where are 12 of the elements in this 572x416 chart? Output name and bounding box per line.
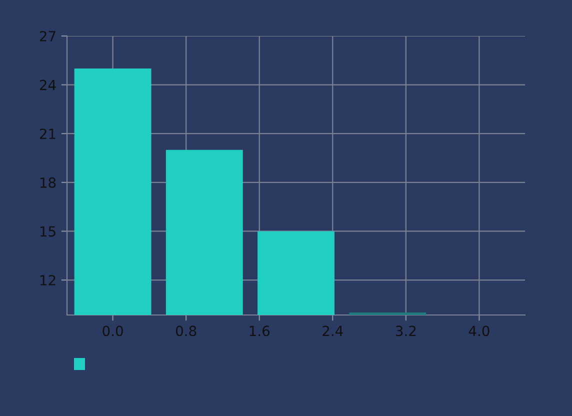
x-tick-label: 3.2 bbox=[396, 326, 416, 336]
y-tick-label: 18 bbox=[40, 177, 56, 188]
x-tick-label: 2.4 bbox=[322, 326, 343, 336]
y-tick-label: 27 bbox=[40, 30, 56, 42]
x-tick-label: 0.8 bbox=[176, 326, 196, 336]
y-tick-label: 12 bbox=[40, 274, 56, 286]
x-tick-label: 1.6 bbox=[250, 326, 270, 336]
y-tick-label: 24 bbox=[40, 80, 56, 90]
y-tick-label: 15 bbox=[40, 226, 56, 237]
y-tick-label: 21 bbox=[40, 128, 56, 139]
x-tick-label: 0.0 bbox=[102, 326, 123, 336]
x-tick-label: 4.0 bbox=[468, 326, 490, 336]
